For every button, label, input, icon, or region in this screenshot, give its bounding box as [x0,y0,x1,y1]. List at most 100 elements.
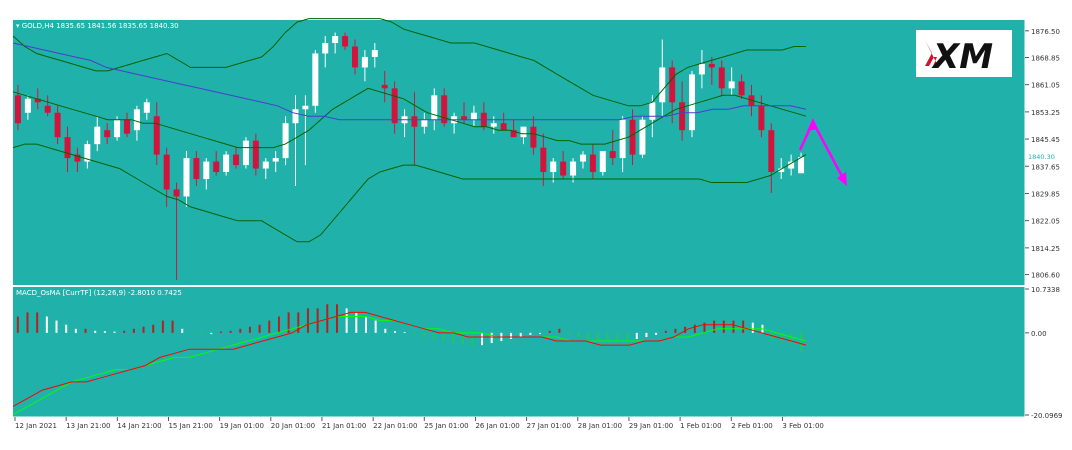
candle-body [470,112,477,120]
candle-body [233,154,240,166]
candle-body [332,36,339,44]
time-tick-label: 13 Jan 21:00 [66,422,110,430]
candle-body [84,144,91,162]
time-tick-label: 29 Jan 01:00 [629,422,673,430]
price-tick-label: 1861.05 [1031,82,1060,90]
forecast-arrow-head-up [807,118,818,131]
candle-body [34,98,41,103]
candle-body [698,63,705,75]
time-tick-label: 21 Jan 01:00 [322,422,366,430]
time-tick-label: 27 Jan 01:00 [527,422,571,430]
price-tick-label: 1876.50 [1031,28,1060,36]
time-tick-label: 26 Jan 01:00 [475,422,519,430]
candle-body [530,126,537,148]
candle-body [203,161,210,179]
xm-logo-flag-icon [925,40,938,66]
candle-body [143,102,150,113]
candle-body [510,130,517,138]
candle-body [74,154,81,162]
candle-body [371,49,378,57]
forecast-arrow-head-down [837,172,847,186]
current-price-box [1026,152,1056,161]
forecast-arrow-icon [798,118,847,186]
candle-body [223,154,230,173]
candle-body [461,116,468,120]
candle-body [252,140,259,169]
candle-body [351,46,358,68]
price-tick-label: 1806.60 [1031,272,1060,280]
candle-body [173,189,180,197]
candle-body [133,109,140,131]
candle-body [718,67,725,89]
candle-body [322,43,329,54]
upper-band-line [12,18,806,107]
price-tick-label: 1845.45 [1031,136,1060,144]
candle-body [431,95,438,120]
candle-body [272,158,279,162]
candle-body [342,36,349,47]
candle-body [94,126,101,145]
symbol-arrow-icon: ▾ [16,22,22,30]
chart-title: ▾ GOLD,H4 1835.65 1841.56 1835.65 1840.3… [16,22,179,30]
candle-body [411,116,418,127]
candle-body [14,95,21,124]
time-tick-label: 15 Jan 21:00 [168,422,212,430]
time-tick-label: 3 Feb 01:00 [782,422,823,430]
price-tick-label: 1822.05 [1031,218,1060,226]
candle-body [708,63,715,68]
candle-body [649,102,656,120]
candle-body [361,56,368,68]
macd-group [12,304,807,416]
candle-body [24,98,31,113]
candle-body [213,161,220,173]
candle-body [54,112,61,138]
candle-body [64,137,71,159]
candle-body [679,102,686,131]
candle-body [282,123,289,159]
candle-body [44,105,51,113]
xm-logo: XM [916,30,1012,77]
candle-body [589,154,596,173]
time-tick-label: 22 Jan 01:00 [373,422,417,430]
candle-body [242,140,249,166]
lower-band-line [12,143,807,243]
time-tick-label: 1 Feb 01:00 [680,422,721,430]
candle-body [728,81,735,89]
candle-body [758,105,765,131]
candle-body [778,168,785,173]
candle-body [639,119,646,155]
candle-body [490,123,497,127]
candle-body [163,154,170,190]
candle-body [183,158,190,197]
time-tick-label: 20 Jan 01:00 [271,422,315,430]
time-tick-label: 12 Jan 2021 [15,422,57,430]
candle-body [550,161,557,173]
candle-body [798,157,805,174]
time-tick-label: 2 Feb 01:00 [731,422,772,430]
candle-body [669,67,676,103]
candle-body [193,158,200,179]
candle-body [312,53,319,106]
candle-body [788,161,795,169]
time-tick-label: 19 Jan 01:00 [220,422,264,430]
price-panel [13,20,1025,285]
candle-body [421,119,428,127]
candle-body [441,95,448,124]
candle-body [540,147,547,173]
time-tick-label: 25 Jan 01:00 [424,422,468,430]
macd-panel [13,287,1025,417]
candle-body [153,116,160,155]
macd-tick-label: 10.7338 [1031,286,1060,294]
candle-body [262,161,269,169]
candle-body [391,88,398,124]
candle-body [302,105,309,110]
candle-body [520,126,527,138]
candle-body [599,151,606,173]
candle-body [659,67,666,103]
candle-body [500,123,507,131]
candle-body [292,109,299,124]
candles-group [14,32,805,281]
candle-body [738,81,745,96]
